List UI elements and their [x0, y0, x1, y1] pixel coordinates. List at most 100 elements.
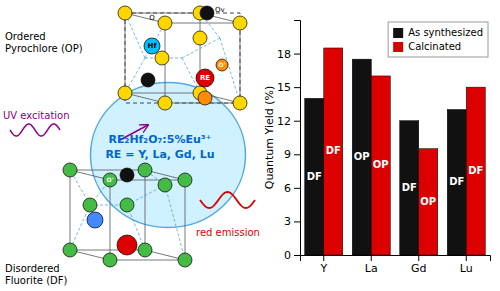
tick-label: 12 — [277, 115, 291, 128]
atom — [63, 243, 77, 257]
atom-label: O' — [107, 176, 114, 183]
tick-mark — [294, 54, 300, 55]
bar-chart: DFOPDFDFDFOPOPDF0369121518YLaGdLuQuantum… — [263, 21, 491, 275]
atom — [63, 163, 77, 177]
phase-label: Disordered — [5, 263, 60, 274]
lattice-edge — [125, 93, 200, 94]
atom — [120, 168, 134, 182]
legend-swatch — [393, 42, 403, 52]
uv-wave — [10, 124, 60, 136]
compound-label: RE₂Hf₂O₇:5%Eu³⁺ — [109, 133, 212, 146]
atom — [103, 253, 117, 267]
bar — [400, 121, 419, 255]
bar-labels: DFOPDFDFDFOPOPDF — [307, 145, 484, 206]
atom — [198, 91, 212, 105]
atom — [158, 96, 172, 110]
bar-label: OP — [420, 196, 436, 207]
atom — [233, 96, 247, 110]
bar — [419, 149, 438, 255]
bar-label: OP — [354, 151, 370, 162]
atom — [155, 51, 169, 65]
tick: Y — [319, 255, 327, 275]
atom — [178, 173, 192, 187]
tick-label: 15 — [277, 81, 291, 94]
atom — [178, 253, 192, 267]
tick: La — [365, 255, 378, 275]
tick-label: 9 — [284, 148, 291, 161]
tick: 9 — [284, 148, 300, 161]
lattice-edge — [70, 170, 71, 250]
lattice-edge — [110, 180, 111, 260]
tick-mark — [418, 255, 419, 261]
bond — [165, 185, 185, 260]
tick-mark — [294, 255, 300, 256]
atom — [216, 59, 228, 71]
tick-mark — [294, 154, 300, 155]
atom — [118, 86, 132, 100]
bar — [324, 48, 343, 255]
x-axis: Y La Gd Lu — [301, 255, 491, 275]
bar — [447, 110, 466, 255]
atom — [233, 16, 247, 30]
lattice-edge — [240, 23, 241, 103]
atom — [87, 212, 103, 228]
atom — [120, 198, 134, 212]
emission-wave — [200, 192, 255, 208]
bar-label: DF — [449, 176, 464, 187]
tick: Gd — [411, 255, 427, 275]
atom — [196, 69, 214, 87]
atom-label: O — [149, 14, 155, 22]
tick-label: 6 — [284, 182, 291, 195]
atom-label: Ov — [215, 6, 225, 14]
lattice-edge — [125, 13, 126, 93]
atom — [158, 178, 172, 192]
bar-label: DF — [468, 165, 483, 176]
op-structure: OHfREO'Ov — [118, 6, 247, 110]
atom — [200, 6, 214, 20]
bar — [371, 76, 390, 255]
lattice-edge — [185, 180, 186, 260]
compound-region — [91, 83, 246, 228]
bar — [305, 98, 324, 255]
phase-label: Ordered — [5, 31, 46, 42]
tick-mark — [294, 188, 300, 189]
bar-label: OP — [373, 159, 389, 170]
legend-box — [388, 22, 488, 57]
atom — [138, 163, 152, 177]
atom — [118, 6, 132, 20]
compound-label: RE = Y, La, Gd, Lu — [105, 148, 214, 161]
lattice-edge — [70, 170, 145, 171]
tick-label: Lu — [460, 262, 473, 275]
legend-item: As synthesized — [393, 27, 483, 38]
atom — [193, 31, 207, 45]
tick-mark — [294, 87, 300, 88]
atom-label: RE — [200, 74, 210, 82]
diagram: OHfREO'OvOrderedPyrochlore (OP)O'Disorde… — [3, 6, 260, 286]
tick-label: 0 — [284, 249, 291, 262]
df-structure: O' — [63, 163, 192, 267]
bond — [125, 13, 145, 58]
legend-label: As synthesized — [408, 27, 483, 38]
atom — [141, 73, 155, 87]
tick: 15 — [277, 81, 300, 94]
tick: 18 — [277, 48, 300, 61]
tick-mark — [294, 221, 300, 222]
atom-label: Hf — [148, 42, 158, 50]
y-axis: 0369121518 — [277, 21, 301, 263]
bars — [305, 48, 486, 255]
atom — [103, 173, 117, 187]
atom — [117, 235, 137, 255]
figure: OHfREO'OvOrderedPyrochlore (OP)O'Disorde… — [0, 0, 500, 291]
bar — [352, 59, 371, 255]
tick: 12 — [277, 115, 300, 128]
phase-label: Pyrochlore (OP) — [5, 43, 83, 54]
lattice-edge — [110, 180, 185, 181]
tick: 0 — [284, 249, 300, 262]
tick-label: 18 — [277, 48, 291, 61]
bar-label: DF — [307, 171, 322, 182]
tick-label: Y — [319, 262, 327, 275]
bar-label: DF — [326, 145, 341, 156]
annotation: UV excitation — [3, 110, 70, 121]
legend-item: Calcinated — [393, 41, 461, 52]
tick-mark — [466, 255, 467, 261]
